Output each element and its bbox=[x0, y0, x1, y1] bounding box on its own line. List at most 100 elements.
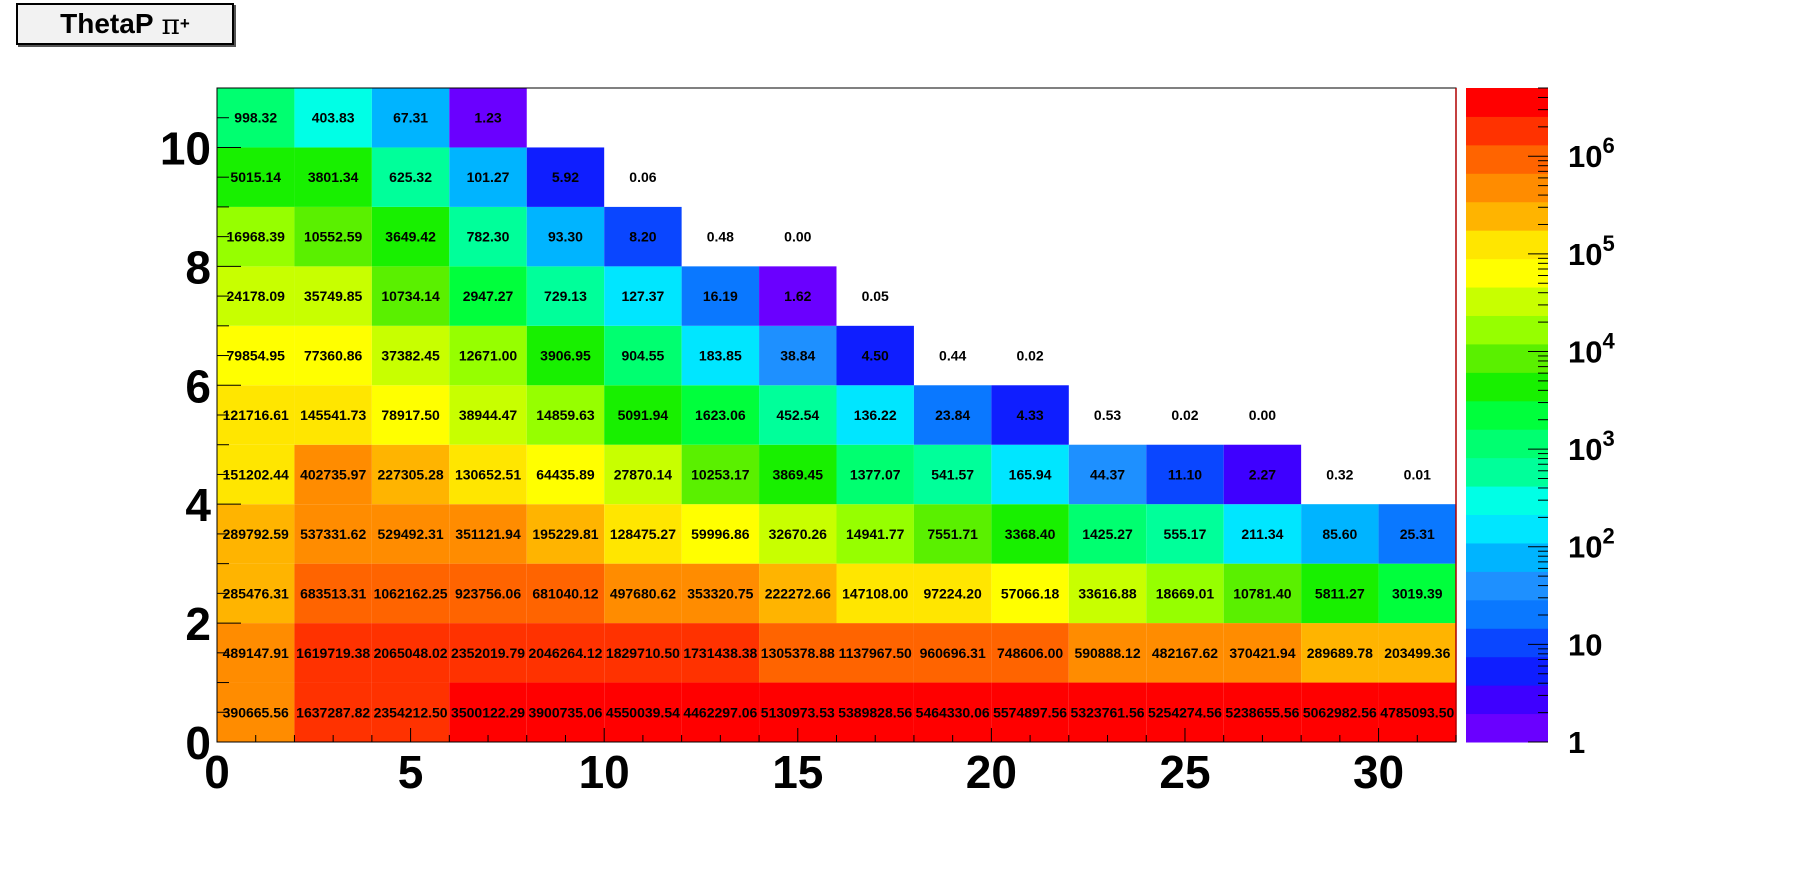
x-axis-tick-label: 20 bbox=[966, 746, 1017, 798]
heatmap-cell bbox=[217, 206, 295, 267]
color-scale-swatch bbox=[1466, 656, 1548, 686]
cell-value-label: 10552.59 bbox=[304, 229, 363, 245]
heatmap-cell bbox=[1301, 563, 1379, 624]
y-axis-tick-label: 6 bbox=[185, 360, 211, 412]
heatmap-cell bbox=[449, 504, 527, 564]
heatmap-cell bbox=[913, 682, 992, 742]
cell-value-label: 147108.00 bbox=[842, 585, 908, 601]
cell-value-label: 165.94 bbox=[1009, 466, 1052, 482]
heatmap-cell bbox=[449, 563, 527, 624]
heatmap-cell bbox=[759, 325, 837, 386]
cell-value-label: 748606.00 bbox=[997, 645, 1063, 661]
heatmap-cell bbox=[991, 385, 1069, 445]
y-axis-tick-label: 2 bbox=[185, 598, 211, 650]
heatmap-cell bbox=[681, 325, 760, 386]
heatmap-cell bbox=[681, 563, 760, 624]
cell-value-label: 1637287.82 bbox=[296, 704, 370, 720]
cell-value-label: 5254274.56 bbox=[1148, 704, 1222, 720]
cell-value-label: 2354212.50 bbox=[374, 704, 448, 720]
cell-value-label: 1829710.50 bbox=[606, 645, 680, 661]
cell-value-label: 195229.81 bbox=[532, 526, 598, 542]
cell-value-label: 18669.01 bbox=[1156, 585, 1215, 601]
cell-value-label: 998.32 bbox=[234, 110, 277, 126]
cell-value-label: 4.50 bbox=[862, 348, 889, 364]
heatmap-cell bbox=[1223, 623, 1302, 683]
cell-value-label: 0.00 bbox=[784, 229, 811, 245]
cell-value-label: 289689.78 bbox=[1307, 645, 1373, 661]
cell-value-label: 541.57 bbox=[931, 466, 974, 482]
cell-value-label: 33616.88 bbox=[1078, 585, 1137, 601]
heatmap-cell bbox=[759, 623, 837, 683]
color-scale-swatch bbox=[1466, 628, 1548, 658]
cell-value-label: 130652.51 bbox=[455, 466, 521, 482]
cell-value-label: 211.34 bbox=[1241, 526, 1283, 542]
heatmap-cell bbox=[604, 266, 682, 326]
heatmap-cell bbox=[1301, 504, 1379, 564]
cell-value-label: 0.44 bbox=[939, 348, 966, 364]
heatmap-cell bbox=[681, 444, 760, 505]
heatmap-cell bbox=[217, 504, 295, 564]
heatmap-cell bbox=[759, 266, 837, 326]
cell-value-label: 35749.85 bbox=[304, 288, 363, 304]
cell-value-label: 183.85 bbox=[699, 348, 742, 364]
heatmap-cell bbox=[526, 682, 605, 742]
cell-value-label: 2046264.12 bbox=[528, 645, 602, 661]
heatmap-cell bbox=[371, 88, 450, 148]
color-scale-swatch bbox=[1466, 486, 1548, 516]
heatmap-cell bbox=[1068, 563, 1147, 624]
cell-value-label: 5091.94 bbox=[618, 407, 669, 423]
heatmap-cell bbox=[526, 325, 605, 386]
cell-value-label: 1619719.38 bbox=[296, 645, 370, 661]
heatmap-cell bbox=[371, 444, 450, 505]
heatmap-cell bbox=[604, 682, 682, 742]
heatmap-cell bbox=[681, 623, 760, 683]
cell-value-label: 93.30 bbox=[548, 229, 583, 245]
cell-value-label: 1062162.25 bbox=[374, 585, 448, 601]
color-scale-swatch bbox=[1466, 457, 1548, 487]
heatmap-cell bbox=[1301, 623, 1379, 683]
cell-value-label: 78917.50 bbox=[381, 407, 440, 423]
chart-title-charge: + bbox=[179, 14, 190, 33]
heatmap-cell bbox=[1378, 504, 1456, 564]
heatmap-cell bbox=[913, 444, 992, 505]
heatmap-cell bbox=[991, 682, 1069, 742]
heatmap-cell bbox=[217, 88, 295, 148]
heatmap-cell bbox=[294, 504, 372, 564]
heatmap-cell bbox=[604, 385, 682, 445]
color-scale-label: 105 bbox=[1568, 231, 1615, 272]
heatmap-cell bbox=[449, 147, 527, 207]
cell-value-label: 2065048.02 bbox=[374, 645, 448, 661]
heatmap-cell bbox=[371, 563, 450, 624]
heatmap-cell bbox=[604, 325, 682, 386]
heatmap-cell bbox=[836, 682, 914, 742]
cell-value-label: 681040.12 bbox=[532, 585, 598, 601]
heatmap-cell bbox=[526, 563, 605, 624]
heatmap-cell bbox=[1378, 623, 1456, 683]
cell-value-label: 402735.97 bbox=[300, 466, 366, 482]
cell-value-label: 14941.77 bbox=[846, 526, 905, 542]
cell-value-label: 2.27 bbox=[1249, 466, 1276, 482]
color-scale-swatch bbox=[1466, 88, 1548, 117]
heatmap-cell bbox=[449, 682, 527, 742]
heatmap-cell bbox=[449, 623, 527, 683]
cell-value-label: 1.62 bbox=[784, 288, 811, 304]
heatmap-cell bbox=[1223, 504, 1302, 564]
y-axis-tick-label: 4 bbox=[185, 479, 211, 531]
cell-value-label: 3500122.29 bbox=[451, 704, 525, 720]
heatmap-cell bbox=[604, 623, 682, 683]
cell-value-label: 5389828.56 bbox=[838, 704, 912, 720]
cell-value-label: 5130973.53 bbox=[761, 704, 835, 720]
color-scale-swatch bbox=[1466, 201, 1548, 231]
cell-value-label: 289792.59 bbox=[223, 526, 289, 542]
cell-value-label: 59996.86 bbox=[691, 526, 750, 542]
cell-value-label: 0.53 bbox=[1094, 407, 1121, 423]
cell-value-label: 3900735.06 bbox=[528, 704, 602, 720]
cell-value-label: 351121.94 bbox=[455, 526, 521, 542]
heatmap-cell bbox=[836, 504, 914, 564]
cell-value-label: 5574897.56 bbox=[993, 704, 1067, 720]
cell-value-label: 537331.62 bbox=[300, 526, 366, 542]
cell-value-label: 0.06 bbox=[629, 169, 656, 185]
heatmap-cell bbox=[991, 444, 1069, 505]
cell-value-label: 11.10 bbox=[1168, 466, 1202, 482]
